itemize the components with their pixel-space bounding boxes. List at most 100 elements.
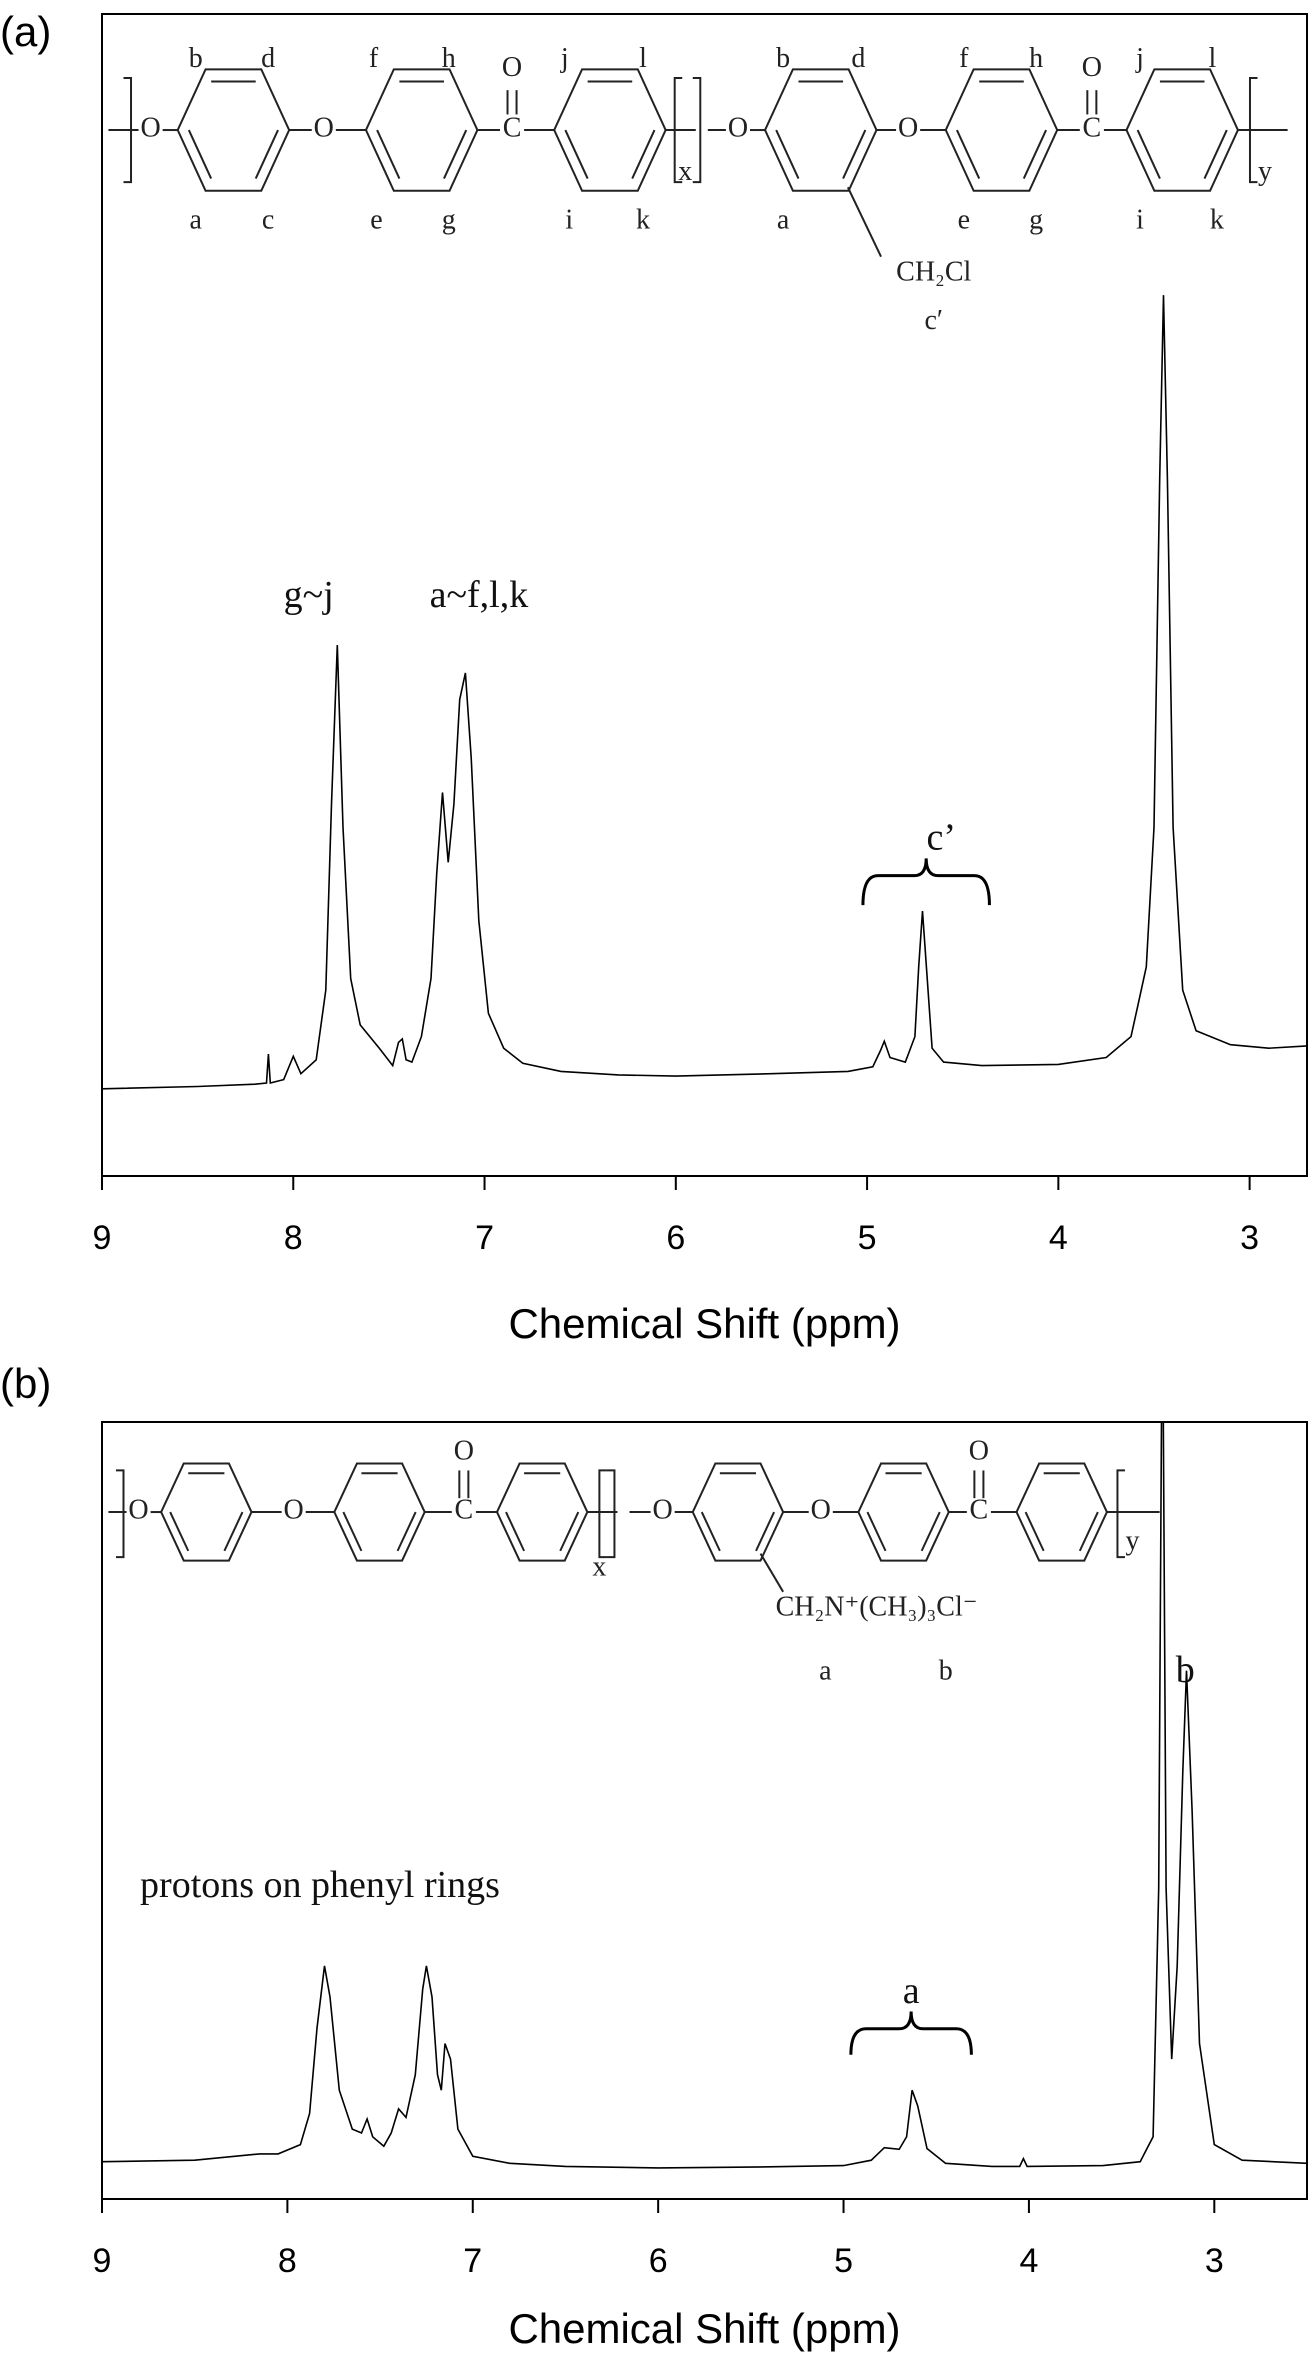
double-bond (187, 129, 213, 180)
double-bond (1203, 129, 1228, 180)
peak-label: b (1176, 1649, 1195, 1691)
structure-label: i (565, 204, 573, 235)
structure-label: x (592, 1552, 606, 1583)
structure-label: C (503, 112, 522, 143)
structure-label: f (959, 43, 969, 74)
structure-label: d (261, 43, 275, 74)
structure-label: b (189, 43, 203, 74)
ring (364, 68, 479, 192)
structure-label: O (728, 112, 748, 143)
structure-label: j (1135, 43, 1144, 74)
brace (861, 858, 991, 906)
structure-label: O (128, 1494, 148, 1525)
ring (553, 68, 667, 192)
double-bond (564, 129, 589, 180)
double-bond (396, 1511, 417, 1552)
double-bond (842, 129, 867, 180)
double-bond (700, 1511, 721, 1552)
spectrum-line (102, 295, 1307, 1090)
ring (857, 1462, 950, 1562)
structure-label: c (262, 204, 274, 235)
double-bond (169, 1511, 190, 1552)
structure-label: C (970, 1494, 989, 1525)
brace (849, 2011, 973, 2055)
structure-label: e (370, 204, 382, 235)
structure-label: g (442, 204, 456, 235)
ring (1015, 1462, 1109, 1562)
structure-label: l (1208, 43, 1216, 74)
x-axis-title: Chemical Shift (ppm) (508, 1300, 900, 1347)
double-bond (1078, 1511, 1099, 1552)
x-axis-title: Chemical Shift (ppm) (508, 2305, 900, 2352)
bracket (692, 77, 702, 184)
panel-label: (b) (0, 1360, 51, 1407)
structure-label: c′ (924, 305, 943, 336)
bracket (1248, 77, 1258, 184)
double-bond (254, 129, 279, 180)
peak-label: a (903, 1970, 920, 2012)
x-tick-label: 8 (278, 2242, 297, 2280)
structure-label: f (369, 43, 379, 74)
double-bond (1024, 1511, 1045, 1552)
double-bond (443, 129, 468, 180)
bond (846, 186, 882, 258)
ring (160, 1462, 253, 1562)
structure-label: CH₂Cl (896, 256, 971, 287)
double-bond (631, 129, 656, 180)
double-bond (1022, 129, 1047, 180)
x-tick-label: 4 (1049, 1219, 1068, 1257)
structure-label: CH₂N⁺(CH₃)₃Cl⁻ (776, 1592, 978, 1623)
bracket (123, 77, 133, 184)
structure-label: x (678, 156, 692, 187)
structure-label: O (314, 112, 334, 143)
x-tick-label: 5 (858, 1219, 877, 1257)
peak-label: protons on phenyl rings (140, 1864, 500, 1906)
structure-label: h (442, 43, 456, 74)
structure-label: g (1029, 204, 1043, 235)
double-bond (920, 1511, 941, 1552)
structure-label: a (777, 204, 790, 235)
double-bond (505, 1511, 525, 1552)
bracket (606, 1469, 616, 1559)
ring (691, 1462, 785, 1562)
structure-label: O (140, 112, 160, 143)
structure-label: a (819, 1656, 832, 1687)
structure-label: d (851, 43, 865, 74)
bracket (115, 1469, 125, 1559)
structure-label: j (560, 43, 569, 74)
structure-label: y (1126, 1526, 1140, 1557)
structure-label: y (1258, 156, 1272, 187)
structure-label: e (958, 204, 970, 235)
x-tick-label: 3 (1240, 1219, 1259, 1257)
bond (759, 1553, 784, 1593)
structure-label: O (454, 1436, 474, 1467)
structure-label: O (811, 1494, 831, 1525)
structure-label: l (639, 43, 647, 74)
bracket (598, 1469, 607, 1559)
double-bond (1136, 129, 1161, 180)
double-bond (866, 1511, 887, 1552)
ring (176, 68, 291, 192)
double-bond (376, 129, 401, 180)
structure-label: C (1083, 112, 1102, 143)
structure-label: O (898, 112, 918, 143)
structure-label: C (455, 1494, 474, 1525)
structure-label: O (502, 52, 522, 83)
structure-label: O (284, 1494, 304, 1525)
structure-label: O (1082, 52, 1102, 83)
structure-label: k (636, 204, 650, 235)
x-tick-label: 9 (93, 1219, 112, 1257)
structure-label: i (1136, 204, 1144, 235)
ring (495, 1462, 589, 1562)
structure-label: a (190, 204, 203, 235)
structure-label: h (1029, 43, 1043, 74)
x-tick-label: 4 (1019, 2242, 1038, 2280)
structure-label: b (776, 43, 790, 74)
ring (1125, 68, 1240, 192)
bracket (673, 77, 683, 184)
ring (333, 1462, 426, 1562)
ring (944, 68, 1059, 192)
x-tick-label: 6 (666, 1219, 685, 1257)
spectrum-line (102, 1422, 1307, 2169)
